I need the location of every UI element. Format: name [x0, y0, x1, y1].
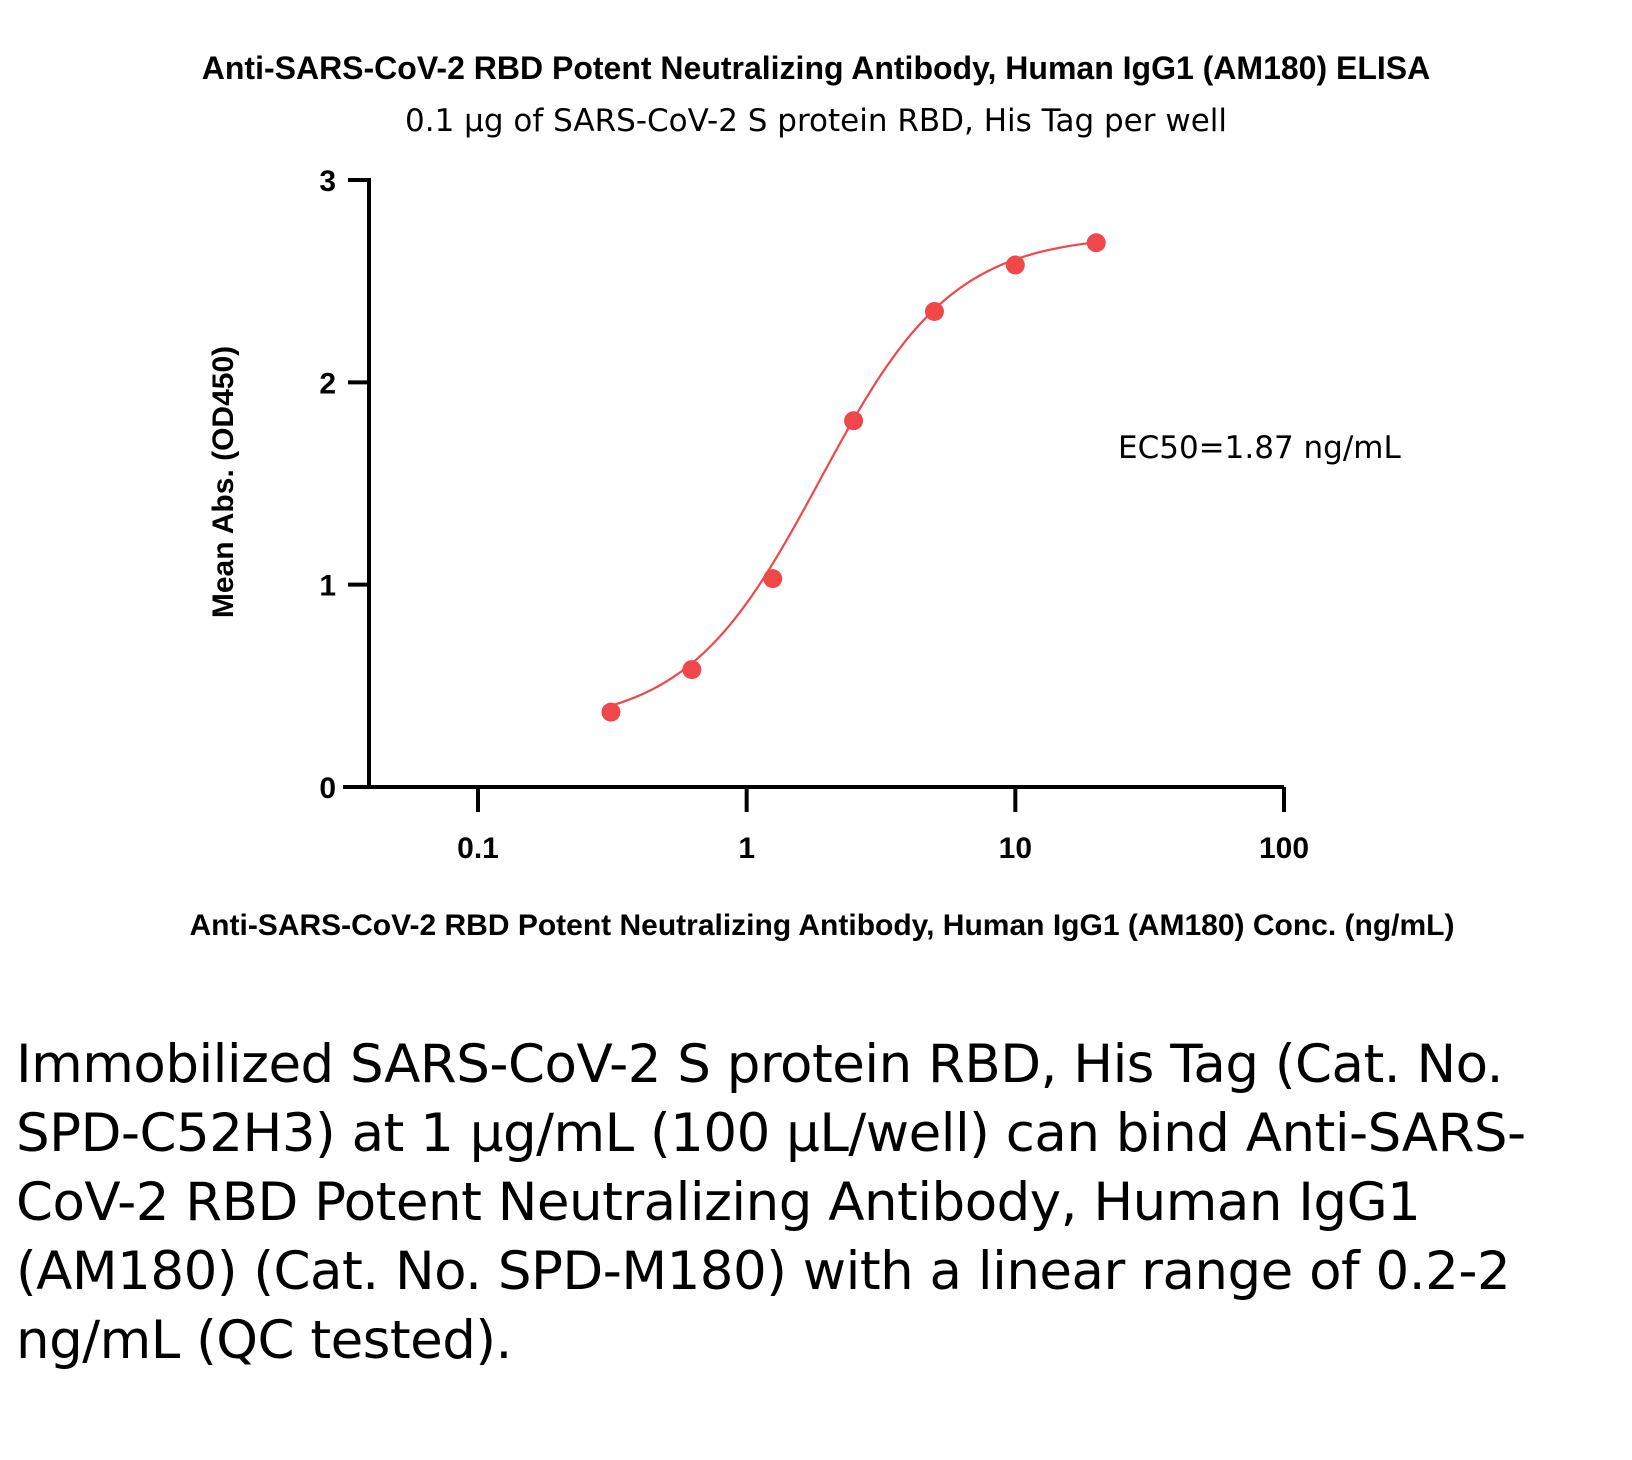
chart-subtitle: 0.1 µg of SARS-CoV-2 S protein RBD, His … [405, 103, 1227, 139]
fit-curve [610, 241, 1097, 707]
x-tick-label: 0.1 [457, 832, 499, 865]
y-tick-label: 1 [319, 570, 336, 603]
x-ticks: 0.1 1 10 100 [457, 787, 1309, 865]
chart-title: Anti-SARS-CoV-2 RBD Potent Neutralizing … [202, 50, 1430, 86]
y-tick-label: 0 [319, 772, 336, 805]
y-ticks: 0 1 2 3 [319, 165, 369, 805]
y-tick-label: 2 [319, 367, 336, 400]
data-points [601, 233, 1106, 722]
axes [343, 178, 1284, 789]
data-point [1005, 255, 1025, 275]
x-tick-label: 10 [999, 832, 1032, 865]
x-tick-label: 100 [1259, 832, 1309, 865]
caption: Immobilized SARS-CoV-2 S protein RBD, Hi… [16, 1034, 1526, 1371]
data-point [924, 302, 944, 322]
y-axis-label: Mean Abs. (OD450) [207, 346, 240, 618]
y-tick-label: 3 [319, 165, 336, 198]
x-tick-label: 1 [738, 832, 755, 865]
x-axis-label: Anti-SARS-CoV-2 RBD Potent Neutralizing … [190, 909, 1455, 942]
ec50-annotation: EC50=1.87 ng/mL [1118, 430, 1401, 466]
data-point [844, 411, 864, 431]
data-point [682, 660, 702, 680]
elisa-chart: Anti-SARS-CoV-2 RBD Potent Neutralizing … [190, 50, 1455, 942]
data-point [601, 702, 621, 722]
data-point [1086, 233, 1106, 253]
data-point [763, 569, 783, 589]
